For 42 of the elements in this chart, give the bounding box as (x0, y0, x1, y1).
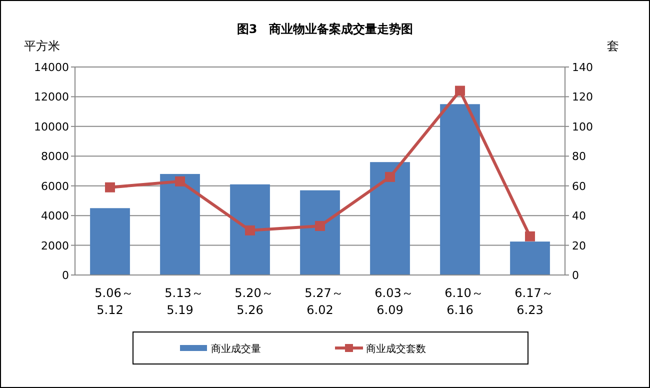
y2-tick-label: 80 (572, 150, 586, 164)
y-tick-label: 2000 (41, 239, 69, 252)
y2-axis-title: 套 (607, 39, 619, 53)
x-tick-label: 6.10～6.16 (444, 286, 484, 317)
point (525, 231, 535, 242)
bar (230, 184, 270, 275)
point (455, 86, 465, 96)
legend-label: 商业成交量 (211, 343, 261, 355)
chart-title: 图3 商业物业备案成交量走势图 (236, 22, 414, 36)
bar (440, 104, 480, 275)
bar (370, 162, 410, 275)
bar (90, 208, 130, 275)
y-tick-label: 0 (62, 269, 69, 282)
y2-tick-label: 120 (572, 90, 593, 104)
y2-tick-label: 60 (572, 180, 586, 193)
y2-tick-label: 140 (572, 61, 593, 74)
x-tick-label: 6.03～6.09 (374, 286, 414, 317)
y2-tick-label: 100 (572, 120, 593, 134)
point (245, 225, 255, 236)
bar (300, 190, 340, 275)
legend-label: 商业成交套数 (366, 343, 426, 355)
y-tick-label: 8000 (41, 150, 69, 164)
y-axis-title: 平方米 (24, 39, 60, 53)
bar (160, 174, 200, 275)
bar (510, 242, 550, 275)
point (315, 220, 325, 231)
y-tick-label: 4000 (41, 210, 69, 223)
point (385, 172, 395, 182)
y2-tick-label: 20 (572, 239, 586, 252)
y-tick-label: 12000 (34, 90, 69, 104)
x-tick-label: 5.13～5.19 (164, 286, 204, 317)
y-tick-label: 14000 (34, 61, 69, 74)
y2-tick-label: 0 (572, 269, 579, 282)
y-tick-label: 10000 (34, 120, 69, 134)
point (175, 176, 185, 186)
x-tick-label: 5.06～5.12 (94, 286, 134, 317)
y-tick-label: 6000 (41, 180, 69, 193)
point (105, 182, 115, 192)
x-tick-label: 6.17～6.23 (514, 286, 554, 317)
x-tick-label: 5.27～6.02 (304, 286, 344, 317)
x-tick-label: 5.20～5.26 (234, 286, 274, 317)
y2-tick-label: 40 (572, 210, 586, 223)
